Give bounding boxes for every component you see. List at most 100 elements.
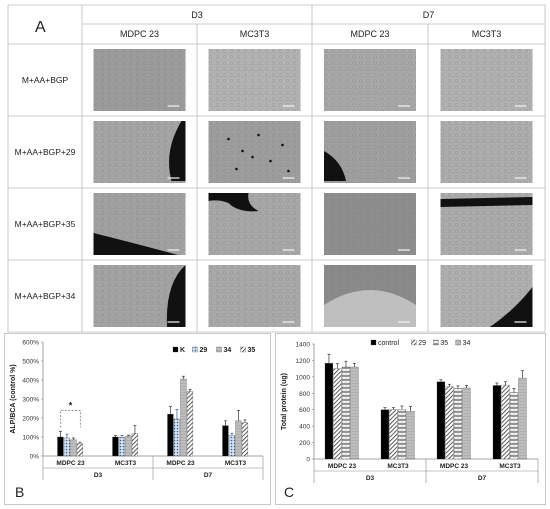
- scaffold-edge: [489, 287, 533, 327]
- micrograph: [440, 265, 533, 327]
- micrograph: [93, 121, 186, 183]
- column-label-d7-mdpc23: MDPC 23: [350, 29, 389, 39]
- bar: [228, 434, 236, 457]
- y-tick-label: 400%: [22, 378, 39, 385]
- legend-label: 35: [248, 347, 256, 354]
- bar: [173, 418, 181, 457]
- legend-label: 35: [440, 340, 448, 347]
- y-tick-label: 1400: [296, 342, 311, 349]
- micrograph: [324, 193, 416, 255]
- micrograph: [208, 265, 301, 327]
- bar: [112, 436, 119, 457]
- micrograph: [440, 193, 533, 255]
- legend-label: 29: [200, 347, 208, 354]
- legend-swatch: [370, 339, 377, 346]
- bar: [350, 366, 359, 460]
- panel-a-micrograph-grid: A D3 D7 MDPC 23 MC3T3 MDPC 23 MC3T3 M+AA…: [7, 4, 546, 333]
- mineral-deposit: [281, 143, 284, 147]
- micrograph: [93, 193, 186, 255]
- micrograph-texture: [324, 193, 416, 255]
- bar: [131, 433, 139, 457]
- row-label-m-aa-bgp: M+AA+BGP: [22, 75, 69, 85]
- micrograph-texture: [208, 49, 301, 111]
- bar: [380, 409, 390, 460]
- y-tick-label: 800: [299, 391, 310, 398]
- micrograph: [324, 265, 416, 327]
- micrograph-texture: [93, 49, 186, 111]
- scaffold-edge: [324, 151, 346, 181]
- significance-bracket: [60, 410, 81, 428]
- bar: [76, 443, 84, 457]
- bar: [445, 386, 454, 460]
- scaffold-edge: [166, 265, 186, 327]
- bar: [341, 366, 351, 460]
- mineral-deposit: [227, 137, 230, 141]
- bar: [333, 368, 342, 460]
- mineral-deposit: [251, 155, 254, 159]
- y-tick-label: 600%: [22, 340, 39, 347]
- bar: [180, 378, 187, 457]
- bar: [167, 414, 174, 457]
- legend-swatch: [240, 346, 246, 353]
- micrograph-texture: [440, 49, 533, 111]
- x-tick-label: MC3T3: [115, 460, 137, 467]
- y-tick-label: 300%: [22, 397, 39, 404]
- micrograph: [208, 121, 301, 183]
- bar: [509, 392, 519, 460]
- group-label: D3: [94, 472, 103, 479]
- group-label: D3: [366, 475, 375, 482]
- micrograph-texture: [324, 49, 416, 111]
- bar: [57, 436, 64, 457]
- bar: [118, 437, 126, 457]
- micrograph: [93, 49, 186, 111]
- legend-swatch: [455, 339, 461, 346]
- x-tick-label: MC3T3: [499, 463, 521, 470]
- row-label-m-aa-bgp-34: M+AA+BGP+34: [15, 291, 76, 301]
- panel-a-letter: A: [35, 19, 46, 36]
- column-label-d7-mc3t3: MC3T3: [472, 29, 502, 39]
- mineral-deposit: [235, 167, 238, 171]
- bar: [70, 439, 77, 457]
- row-label-m-aa-bgp-29: M+AA+BGP+29: [15, 147, 76, 157]
- micrograph-texture: [208, 121, 301, 183]
- bar: [241, 422, 249, 457]
- significance-star: *: [69, 400, 73, 410]
- micrograph-texture: [440, 121, 533, 183]
- column-label-d3-mdpc23: MDPC 23: [120, 29, 159, 39]
- scaffold-edge: [440, 197, 533, 207]
- bar: [389, 409, 398, 460]
- y-tick-label: 1000: [296, 374, 311, 381]
- scaffold-edge: [169, 121, 186, 181]
- bar: [462, 387, 471, 460]
- y-tick-label: 600: [299, 407, 310, 414]
- bar: [186, 391, 194, 457]
- x-tick-label: MC3T3: [225, 460, 247, 467]
- y-axis-label: ALP/BCA (control %): [10, 364, 17, 433]
- mineral-deposit: [269, 159, 272, 163]
- legend-swatch: [411, 339, 417, 346]
- x-tick-label: MDPC 23: [56, 460, 85, 467]
- y-tick-label: 400: [299, 424, 310, 431]
- scaffold-edge: [208, 193, 259, 212]
- micrograph-texture: [208, 193, 301, 255]
- bar: [63, 437, 71, 457]
- bar: [518, 377, 527, 460]
- mineral-deposit: [287, 169, 290, 173]
- x-tick-label: MDPC 23: [440, 463, 469, 470]
- bar: [324, 363, 334, 460]
- scaffold-edge: [93, 233, 179, 255]
- y-axis-label: Total protein (ug): [281, 373, 288, 430]
- micrograph: [324, 121, 416, 183]
- y-tick-label: 500%: [22, 359, 39, 366]
- mineral-deposit: [241, 149, 244, 153]
- micrograph: [324, 49, 416, 111]
- x-tick-label: MC3T3: [387, 463, 409, 470]
- panel-c-letter: C: [284, 484, 295, 500]
- legend-label: 34: [463, 340, 471, 347]
- legend-swatch: [216, 346, 222, 353]
- panel-b-letter: B: [15, 484, 25, 500]
- micrograph-texture: [208, 265, 301, 327]
- micrograph: [208, 193, 301, 255]
- y-tick-label: 100%: [22, 435, 39, 442]
- group-label: D7: [204, 472, 213, 479]
